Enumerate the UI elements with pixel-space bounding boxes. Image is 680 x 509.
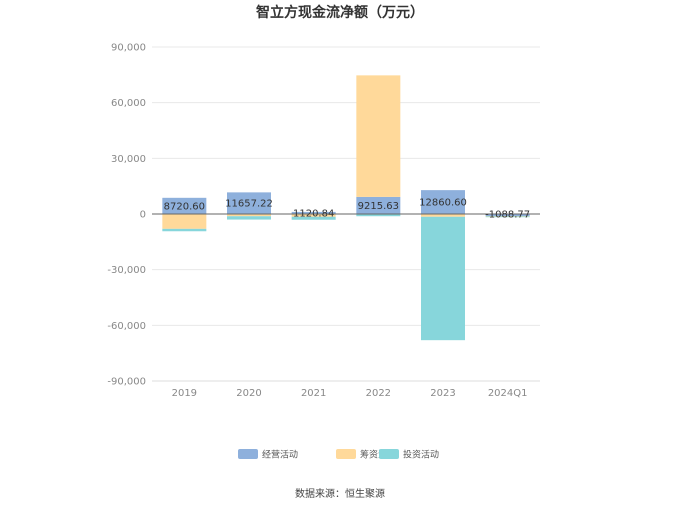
legend-swatch — [379, 449, 399, 459]
source-note: 数据来源：恒生聚源 — [295, 487, 385, 500]
x-tick-label: 2023 — [430, 388, 455, 399]
y-tick-label: -60,000 — [107, 321, 146, 332]
legend-label: 投资活动 — [403, 449, 439, 461]
legend-item-2[interactable]: 投资活动 — [379, 449, 439, 461]
bar-2023-series-0[interactable] — [421, 190, 465, 214]
bar-2024Q1-series-2[interactable] — [485, 216, 530, 218]
x-tick-label: 2021 — [301, 388, 326, 399]
data-label: 1120.84 — [293, 208, 334, 219]
data-label: 11657.22 — [225, 199, 273, 210]
legend-swatch — [238, 449, 258, 459]
y-tick-label: 0 — [140, 210, 146, 221]
legend-swatch — [336, 449, 356, 459]
data-label: 9215.63 — [358, 201, 399, 212]
bar-2019-series-1[interactable] — [162, 214, 207, 229]
bar-2024Q1-series-0[interactable] — [485, 214, 530, 217]
x-tick-label: 2022 — [366, 388, 391, 399]
bar-2020-series-2[interactable] — [227, 216, 271, 220]
y-tick-label: -30,000 — [107, 265, 146, 276]
x-tick-label: 2019 — [172, 388, 197, 399]
bar-2022-series-0[interactable] — [356, 196, 401, 214]
y-tick-label: -90,000 — [107, 377, 146, 388]
bar-2021-series-0[interactable] — [291, 211, 336, 214]
bar-2021-series-1[interactable] — [291, 214, 336, 217]
data-label: -1088.77 — [485, 210, 530, 221]
legend-label: 经营活动 — [262, 449, 298, 461]
data-label: 12860.60 — [419, 198, 467, 209]
x-axis: 2019 2020 2021 2022 2023 2024Q1 — [152, 380, 540, 399]
bar-2022-series-2[interactable] — [356, 214, 401, 217]
y-tick-label: 30,000 — [111, 154, 146, 165]
bar-2019-series-0[interactable] — [162, 197, 207, 214]
bar-2022-series-1[interactable] — [356, 75, 401, 197]
legend-item-0[interactable]: 经营活动 — [238, 449, 298, 461]
x-tick-label: 2020 — [236, 388, 261, 399]
bar-2023-series-2[interactable] — [421, 216, 465, 341]
data-label: 8720.60 — [164, 201, 205, 212]
bar-2023-series-1[interactable] — [421, 214, 465, 217]
bar-2020-series-0[interactable] — [227, 192, 271, 214]
bar-2019-series-2[interactable] — [162, 228, 207, 232]
y-axis: 90,000 60,000 30,000 0 -30,000 -60,000 -90,000 — [107, 43, 146, 388]
legend[interactable]: 经营活动 筹资活动 投资活动 — [238, 449, 439, 461]
data-labels: 8720.60 11657.22 1120.84 9215.63 12860.60 -10… — [164, 198, 530, 221]
y-tick-label: 90,000 — [111, 43, 146, 54]
bar-2020-series-1[interactable] — [227, 214, 271, 217]
bars — [162, 75, 530, 341]
chart-title: 智立方现金流净额（万元） — [255, 4, 424, 21]
y-tick-label: 60,000 — [111, 98, 146, 109]
bar-2021-series-2[interactable] — [291, 216, 336, 220]
x-tick-label: 2024Q1 — [488, 388, 528, 399]
